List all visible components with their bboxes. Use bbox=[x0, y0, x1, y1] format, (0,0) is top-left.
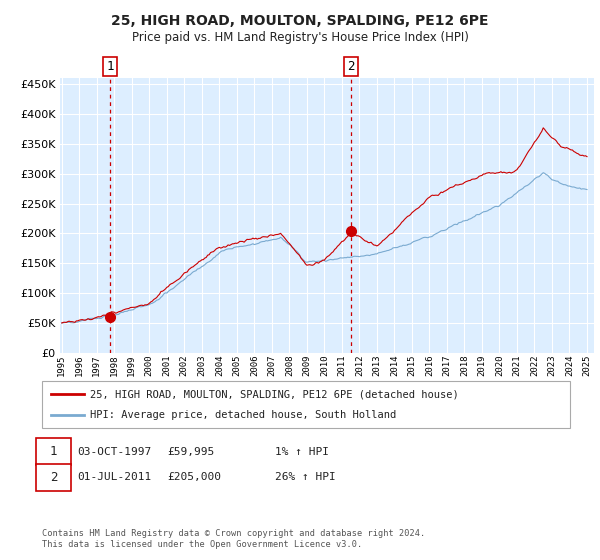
Text: 1: 1 bbox=[50, 445, 57, 459]
Text: 25, HIGH ROAD, MOULTON, SPALDING, PE12 6PE: 25, HIGH ROAD, MOULTON, SPALDING, PE12 6… bbox=[111, 14, 489, 28]
Text: 26% ↑ HPI: 26% ↑ HPI bbox=[275, 472, 335, 482]
Text: 01-JUL-2011: 01-JUL-2011 bbox=[77, 472, 151, 482]
Text: £59,995: £59,995 bbox=[167, 447, 214, 457]
Text: Contains HM Land Registry data © Crown copyright and database right 2024.
This d: Contains HM Land Registry data © Crown c… bbox=[42, 529, 425, 549]
Text: 2: 2 bbox=[347, 60, 355, 73]
Text: £205,000: £205,000 bbox=[167, 472, 221, 482]
Text: 1% ↑ HPI: 1% ↑ HPI bbox=[275, 447, 329, 457]
Text: 2: 2 bbox=[50, 470, 57, 484]
Text: Price paid vs. HM Land Registry's House Price Index (HPI): Price paid vs. HM Land Registry's House … bbox=[131, 31, 469, 44]
Text: HPI: Average price, detached house, South Holland: HPI: Average price, detached house, Sout… bbox=[90, 410, 396, 420]
Text: 1: 1 bbox=[106, 60, 113, 73]
Text: 25, HIGH ROAD, MOULTON, SPALDING, PE12 6PE (detached house): 25, HIGH ROAD, MOULTON, SPALDING, PE12 6… bbox=[90, 389, 459, 399]
Text: 03-OCT-1997: 03-OCT-1997 bbox=[77, 447, 151, 457]
